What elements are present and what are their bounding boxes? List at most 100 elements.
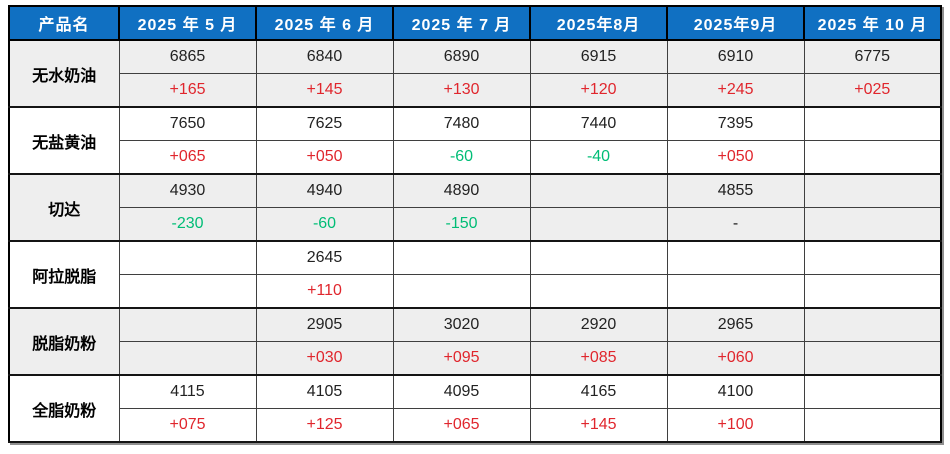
price-cell-无水奶油-m4: 6915	[529, 40, 668, 74]
table-body: 无水奶油 6865 6840 6890 6915 6910 6775 +165 +145 +130…	[8, 40, 942, 443]
change-cell-阿拉脱脂-m5	[666, 274, 805, 309]
change-cell-无盐黄油-m1: +065	[118, 140, 257, 175]
price-cell-脱脂奶粉-m6	[803, 308, 942, 342]
change-row-无水奶油: +165 +145 +130 +120 +245 +025	[9, 73, 942, 108]
price-row-切达: 切达 4930 4940 4890 4855	[8, 174, 942, 242]
change-cell-阿拉脱脂-m1	[118, 274, 257, 309]
price-cell-切达-m5: 4855	[666, 174, 805, 208]
change-cell-阿拉脱脂-m4	[529, 274, 668, 309]
change-cell-脱脂奶粉-m5: +060	[666, 341, 805, 376]
change-cell-脱脂奶粉-m6	[803, 341, 942, 376]
change-cell-全脂奶粉-m5: +100	[666, 408, 805, 443]
header-month-5: 2025年9月	[666, 5, 805, 41]
price-cell-无水奶油-m3: 6890	[392, 40, 531, 74]
change-cell-全脂奶粉-m2: +125	[255, 408, 394, 443]
change-cell-无盐黄油-m6	[803, 140, 942, 175]
product-name-cell: 全脂奶粉	[8, 375, 120, 443]
change-cell-无盐黄油-m3: -60	[392, 140, 531, 175]
change-cell-脱脂奶粉-m3: +095	[392, 341, 531, 376]
price-row-无水奶油: 无水奶油 6865 6840 6890 6915 6910 6775	[8, 40, 942, 108]
price-cell-切达-m1: 4930	[118, 174, 257, 208]
change-cell-全脂奶粉-m6	[803, 408, 942, 443]
product-name-cell: 脱脂奶粉	[8, 308, 120, 376]
change-cell-无水奶油-m4: +120	[529, 73, 668, 108]
price-cell-全脂奶粉-m6	[803, 375, 942, 409]
price-cell-脱脂奶粉-m3: 3020	[392, 308, 531, 342]
change-row-全脂奶粉: +075 +125 +065 +145 +100	[9, 408, 942, 443]
price-cell-阿拉脱脂-m4	[529, 241, 668, 275]
change-cell-无水奶油-m3: +130	[392, 73, 531, 108]
change-cell-切达-m4	[529, 207, 668, 242]
price-cell-无水奶油-m6: 6775	[803, 40, 942, 74]
change-cell-切达-m3: -150	[392, 207, 531, 242]
header-row: 产品名 2025 年 5 月 2025 年 6 月 2025 年 7 月 2025年8月…	[8, 5, 942, 41]
price-cell-全脂奶粉-m1: 4115	[118, 375, 257, 409]
price-row-阿拉脱脂: 阿拉脱脂 2645	[8, 241, 942, 309]
header-month-4: 2025年8月	[529, 5, 668, 41]
header-month-6: 2025 年 10 月	[803, 5, 942, 41]
price-cell-脱脂奶粉-m5: 2965	[666, 308, 805, 342]
change-cell-切达-m1: -230	[118, 207, 257, 242]
change-cell-阿拉脱脂-m2: +110	[255, 274, 394, 309]
header-month-2: 2025 年 6 月	[255, 5, 394, 41]
change-cell-全脂奶粉-m4: +145	[529, 408, 668, 443]
change-row-脱脂奶粉: +030 +095 +085 +060	[9, 341, 942, 376]
change-cell-无水奶油-m5: +245	[666, 73, 805, 108]
price-cell-阿拉脱脂-m6	[803, 241, 942, 275]
header-month-1: 2025 年 5 月	[118, 5, 257, 41]
price-cell-全脂奶粉-m2: 4105	[255, 375, 394, 409]
change-cell-全脂奶粉-m3: +065	[392, 408, 531, 443]
price-table: 产品名 2025 年 5 月 2025 年 6 月 2025 年 7 月 2025年8月…	[8, 5, 942, 443]
change-cell-阿拉脱脂-m6	[803, 274, 942, 309]
price-cell-脱脂奶粉-m4: 2920	[529, 308, 668, 342]
price-row-全脂奶粉: 全脂奶粉 4115 4105 4095 4165 4100	[8, 375, 942, 443]
price-cell-阿拉脱脂-m5	[666, 241, 805, 275]
change-cell-脱脂奶粉-m2: +030	[255, 341, 394, 376]
change-cell-阿拉脱脂-m3	[392, 274, 531, 309]
header-product: 产品名	[8, 5, 120, 41]
price-cell-无盐黄油-m3: 7480	[392, 107, 531, 141]
price-row-无盐黄油: 无盐黄油 7650 7625 7480 7440 7395	[8, 107, 942, 175]
price-cell-切达-m6	[803, 174, 942, 208]
price-cell-全脂奶粉-m5: 4100	[666, 375, 805, 409]
price-cell-无盐黄油-m5: 7395	[666, 107, 805, 141]
change-cell-无水奶油-m6: +025	[803, 73, 942, 108]
product-name-cell: 切达	[8, 174, 120, 242]
change-cell-切达-m6	[803, 207, 942, 242]
price-cell-切达-m4	[529, 174, 668, 208]
price-cell-无盐黄油-m4: 7440	[529, 107, 668, 141]
product-name-cell: 阿拉脱脂	[8, 241, 120, 309]
price-cell-脱脂奶粉-m1	[118, 308, 257, 342]
change-cell-全脂奶粉-m1: +075	[118, 408, 257, 443]
header-month-3: 2025 年 7 月	[392, 5, 531, 41]
price-cell-无水奶油-m2: 6840	[255, 40, 394, 74]
change-cell-无盐黄油-m2: +050	[255, 140, 394, 175]
price-cell-全脂奶粉-m4: 4165	[529, 375, 668, 409]
change-cell-脱脂奶粉-m1	[118, 341, 257, 376]
price-cell-无盐黄油-m1: 7650	[118, 107, 257, 141]
price-cell-无水奶油-m1: 6865	[118, 40, 257, 74]
change-cell-无盐黄油-m4: -40	[529, 140, 668, 175]
change-cell-无水奶油-m1: +165	[118, 73, 257, 108]
change-row-阿拉脱脂: +110	[9, 274, 942, 309]
product-name-cell: 无水奶油	[8, 40, 120, 108]
change-cell-无水奶油-m2: +145	[255, 73, 394, 108]
price-cell-切达-m3: 4890	[392, 174, 531, 208]
price-cell-脱脂奶粉-m2: 2905	[255, 308, 394, 342]
product-name-cell: 无盐黄油	[8, 107, 120, 175]
change-cell-切达-m2: -60	[255, 207, 394, 242]
price-cell-无水奶油-m5: 6910	[666, 40, 805, 74]
change-row-切达: -230 -60 -150 -	[9, 207, 942, 242]
price-cell-全脂奶粉-m3: 4095	[392, 375, 531, 409]
price-cell-阿拉脱脂-m1	[118, 241, 257, 275]
change-cell-无盐黄油-m5: +050	[666, 140, 805, 175]
price-cell-阿拉脱脂-m2: 2645	[255, 241, 394, 275]
change-row-无盐黄油: +065 +050 -60 -40 +050	[9, 140, 942, 175]
change-cell-切达-m5: -	[666, 207, 805, 242]
change-cell-脱脂奶粉-m4: +085	[529, 341, 668, 376]
price-row-脱脂奶粉: 脱脂奶粉 2905 3020 2920 2965	[8, 308, 942, 376]
price-cell-阿拉脱脂-m3	[392, 241, 531, 275]
price-cell-无盐黄油-m2: 7625	[255, 107, 394, 141]
price-cell-切达-m2: 4940	[255, 174, 394, 208]
